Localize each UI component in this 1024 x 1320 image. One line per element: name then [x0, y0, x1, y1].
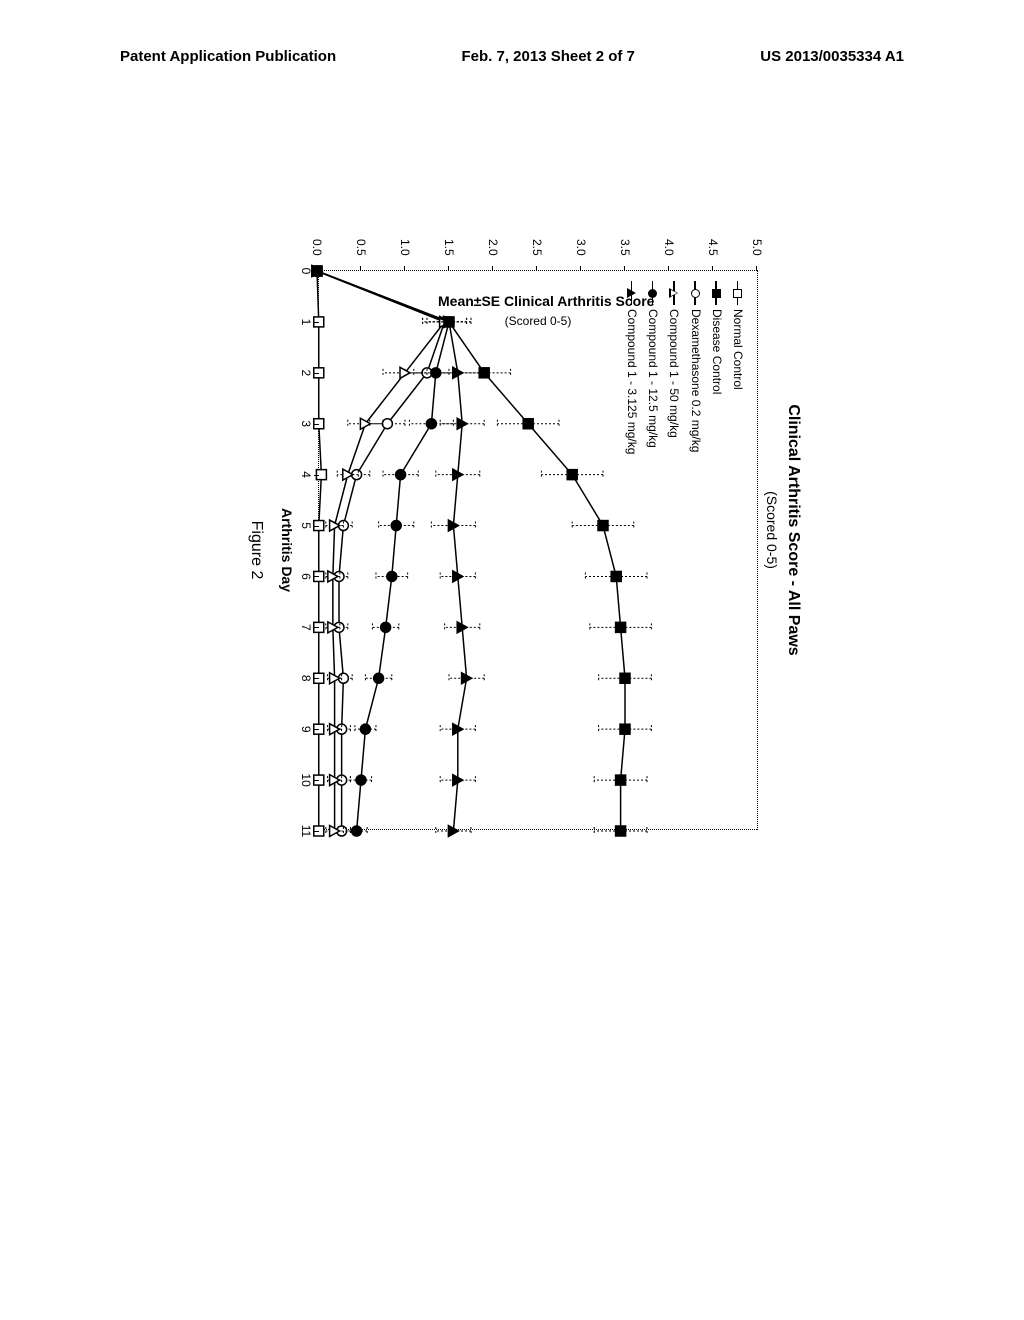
xtick-label: 2 — [299, 369, 313, 376]
chart-container: Clinical Arthritis Score - All Paws (Sco… — [222, 150, 802, 910]
data-marker — [620, 724, 630, 734]
ytick-mark — [712, 266, 713, 271]
series-line — [317, 271, 445, 831]
ytick-mark — [360, 266, 361, 271]
ytick-mark — [404, 266, 405, 271]
xtick-mark — [314, 424, 319, 425]
header-center: Feb. 7, 2013 Sheet 2 of 7 — [461, 48, 634, 65]
xtick-mark — [314, 780, 319, 781]
xtick-label: 10 — [299, 773, 313, 786]
xtick-mark — [314, 322, 319, 323]
page-header: Patent Application Publication Feb. 7, 2… — [0, 48, 1024, 65]
data-marker — [426, 419, 436, 429]
data-marker — [567, 470, 577, 480]
xtick-label: 3 — [299, 420, 313, 427]
ytick-mark — [624, 266, 625, 271]
xtick-label: 5 — [299, 522, 313, 529]
ytick-mark — [536, 266, 537, 271]
data-marker — [611, 571, 621, 581]
xtick-mark — [314, 729, 319, 730]
ytick-label: 3.5 — [618, 239, 632, 256]
xtick-mark — [314, 678, 319, 679]
ytick-label: 0.5 — [354, 239, 368, 256]
data-marker — [523, 419, 533, 429]
plot-svg — [319, 271, 757, 829]
xtick-label: 7 — [299, 624, 313, 631]
data-marker — [616, 826, 626, 836]
ytick-mark — [448, 266, 449, 271]
xtick-label: 9 — [299, 726, 313, 733]
series-line — [317, 271, 445, 831]
ytick-label: 5.0 — [750, 239, 764, 256]
xtick-mark — [314, 271, 319, 272]
ytick-label: 3.0 — [574, 239, 588, 256]
data-marker — [387, 571, 397, 581]
ytick-label: 1.0 — [398, 239, 412, 256]
header-left: Patent Application Publication — [120, 48, 336, 65]
header-right: US 2013/0035334 A1 — [760, 48, 904, 65]
xtick-mark — [314, 475, 319, 476]
plot-area: Mean±SE Clinical Arthritis Score (Scored… — [318, 270, 758, 830]
ytick-label: 2.0 — [486, 239, 500, 256]
ytick-label: 1.5 — [442, 239, 456, 256]
data-marker — [479, 368, 489, 378]
ytick-mark — [668, 266, 669, 271]
chart-title: Clinical Arthritis Score - All Paws — [784, 150, 802, 910]
xtick-label: 1 — [299, 319, 313, 326]
data-marker — [343, 469, 353, 480]
data-marker — [356, 775, 366, 785]
data-marker — [374, 673, 384, 683]
x-axis-label: Arthritis Day — [279, 508, 295, 592]
ytick-label: 4.5 — [706, 239, 720, 256]
xtick-label: 8 — [299, 675, 313, 682]
xtick-label: 4 — [299, 471, 313, 478]
series-line — [317, 271, 321, 831]
data-marker — [391, 521, 401, 531]
series-line — [317, 271, 449, 831]
xtick-mark — [314, 831, 319, 832]
figure-caption: Figure 2 — [247, 521, 265, 580]
ytick-label: 4.0 — [662, 239, 676, 256]
ytick-label: 2.5 — [530, 239, 544, 256]
data-marker — [396, 470, 406, 480]
xtick-label: 6 — [299, 573, 313, 580]
xtick-label: 11 — [299, 825, 313, 837]
chart-subtitle: (Scored 0-5) — [764, 150, 780, 910]
ytick-label: 0.0 — [310, 239, 324, 256]
data-marker — [382, 419, 392, 429]
xtick-mark — [314, 373, 319, 374]
series-line — [317, 271, 467, 831]
xtick-label: 0 — [299, 268, 313, 275]
data-marker — [381, 622, 391, 632]
data-marker — [616, 622, 626, 632]
data-marker — [616, 775, 626, 785]
ytick-mark — [580, 266, 581, 271]
xtick-mark — [314, 576, 319, 577]
data-marker — [360, 724, 370, 734]
ytick-mark — [492, 266, 493, 271]
ytick-mark — [756, 266, 757, 271]
xtick-mark — [314, 526, 319, 527]
data-marker — [620, 673, 630, 683]
xtick-mark — [314, 627, 319, 628]
data-marker — [598, 521, 608, 531]
data-marker — [352, 826, 362, 836]
